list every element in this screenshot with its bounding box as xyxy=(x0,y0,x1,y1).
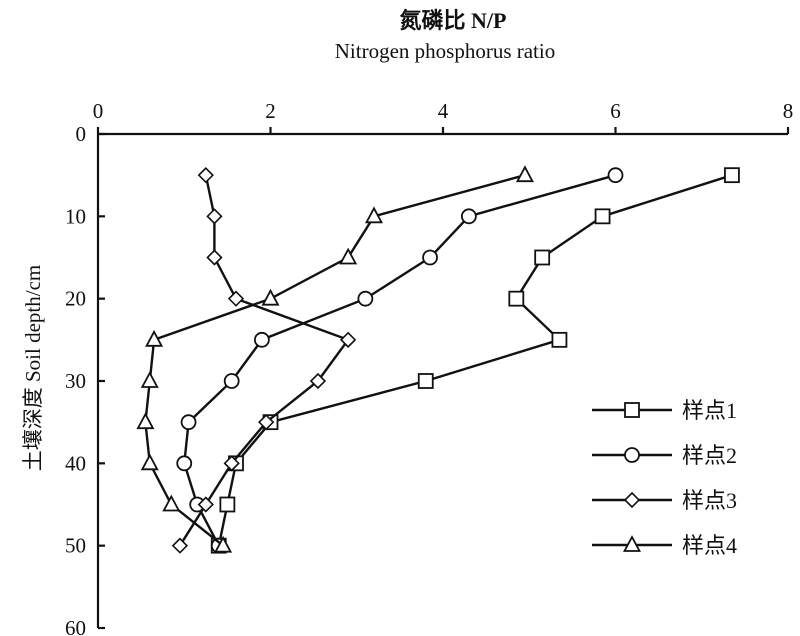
y-tick-label: 50 xyxy=(65,534,86,558)
triangle-marker xyxy=(136,412,155,430)
triangle-marker xyxy=(364,206,384,224)
y-tick-label: 30 xyxy=(65,369,86,393)
diamond-marker xyxy=(339,331,357,348)
square-marker xyxy=(508,290,525,307)
y-tick-labels: 0 10 20 30 40 50 60 xyxy=(65,122,105,636)
square-marker xyxy=(534,249,551,266)
series-3 xyxy=(171,167,357,554)
triangle-marker xyxy=(515,165,534,183)
x-tick-label: 4 xyxy=(438,99,449,123)
diamond-marker xyxy=(227,290,245,307)
square-marker xyxy=(594,208,611,225)
triangle-marker xyxy=(339,247,358,265)
square-marker xyxy=(724,167,740,184)
legend: 样点1 样点2 样点3 样点4 xyxy=(592,398,737,558)
circle-marker xyxy=(223,373,240,389)
legend-item: 样点2 xyxy=(592,443,737,468)
x-tick-labels: 0 2 4 6 8 xyxy=(93,99,794,134)
square-marker xyxy=(417,373,434,389)
legend-label: 样点1 xyxy=(682,398,737,423)
circle-marker xyxy=(176,455,193,472)
diamond-marker xyxy=(623,491,641,509)
y-axis-label: 土壤深度 Soil depth/cm xyxy=(21,265,45,472)
triangle-marker xyxy=(145,329,164,347)
diamond-marker xyxy=(309,372,327,390)
y-tick-label: 0 xyxy=(76,122,87,146)
triangle-marker xyxy=(140,371,159,388)
triangle-marker xyxy=(622,535,642,552)
legend-label: 样点4 xyxy=(682,533,737,558)
circle-marker xyxy=(180,414,197,431)
series-4 xyxy=(136,165,534,553)
y-tick-label: 10 xyxy=(65,204,86,228)
diamond-marker xyxy=(258,414,275,431)
legend-item: 样点4 xyxy=(592,533,737,558)
series-1 xyxy=(210,167,740,554)
triangle-marker xyxy=(140,453,159,471)
chart-title: 氮磷比 N/P xyxy=(400,8,507,33)
diamond-marker xyxy=(223,455,240,472)
diamond-marker xyxy=(197,167,214,184)
legend-label: 样点2 xyxy=(682,443,737,468)
series-2 xyxy=(176,167,624,554)
legend-item: 样点3 xyxy=(592,488,737,513)
circle-marker xyxy=(253,331,270,348)
y-tick-label: 40 xyxy=(65,451,86,475)
circle-marker xyxy=(607,167,624,184)
circle-marker xyxy=(624,447,640,463)
series-line xyxy=(178,174,351,547)
x-tick-label: 8 xyxy=(783,99,794,123)
y-tick-label: 20 xyxy=(65,287,86,311)
circle-marker xyxy=(460,208,477,225)
square-marker xyxy=(624,402,640,418)
diamond-marker xyxy=(197,496,214,513)
x-tick-label: 6 xyxy=(610,99,621,123)
diamond-marker xyxy=(206,208,223,225)
diamond-marker xyxy=(171,537,189,554)
triangle-marker xyxy=(261,288,280,306)
x-tick-label: 2 xyxy=(265,99,276,123)
series-group xyxy=(136,165,740,554)
legend-item: 样点1 xyxy=(592,398,737,423)
legend-label: 样点3 xyxy=(682,488,737,513)
square-marker xyxy=(551,331,568,348)
triangle-marker xyxy=(214,535,233,553)
series-line xyxy=(144,174,526,547)
triangle-marker xyxy=(162,494,181,512)
square-marker xyxy=(219,496,236,513)
circle-marker xyxy=(357,290,374,307)
series-line xyxy=(183,174,616,547)
x-tick-label: 0 xyxy=(93,99,104,123)
chart-subtitle: Nitrogen phosphorus ratio xyxy=(335,39,555,63)
y-tick-label: 60 xyxy=(65,616,86,636)
series-line xyxy=(217,174,733,546)
diamond-marker xyxy=(206,249,223,266)
circle-marker xyxy=(422,249,438,266)
